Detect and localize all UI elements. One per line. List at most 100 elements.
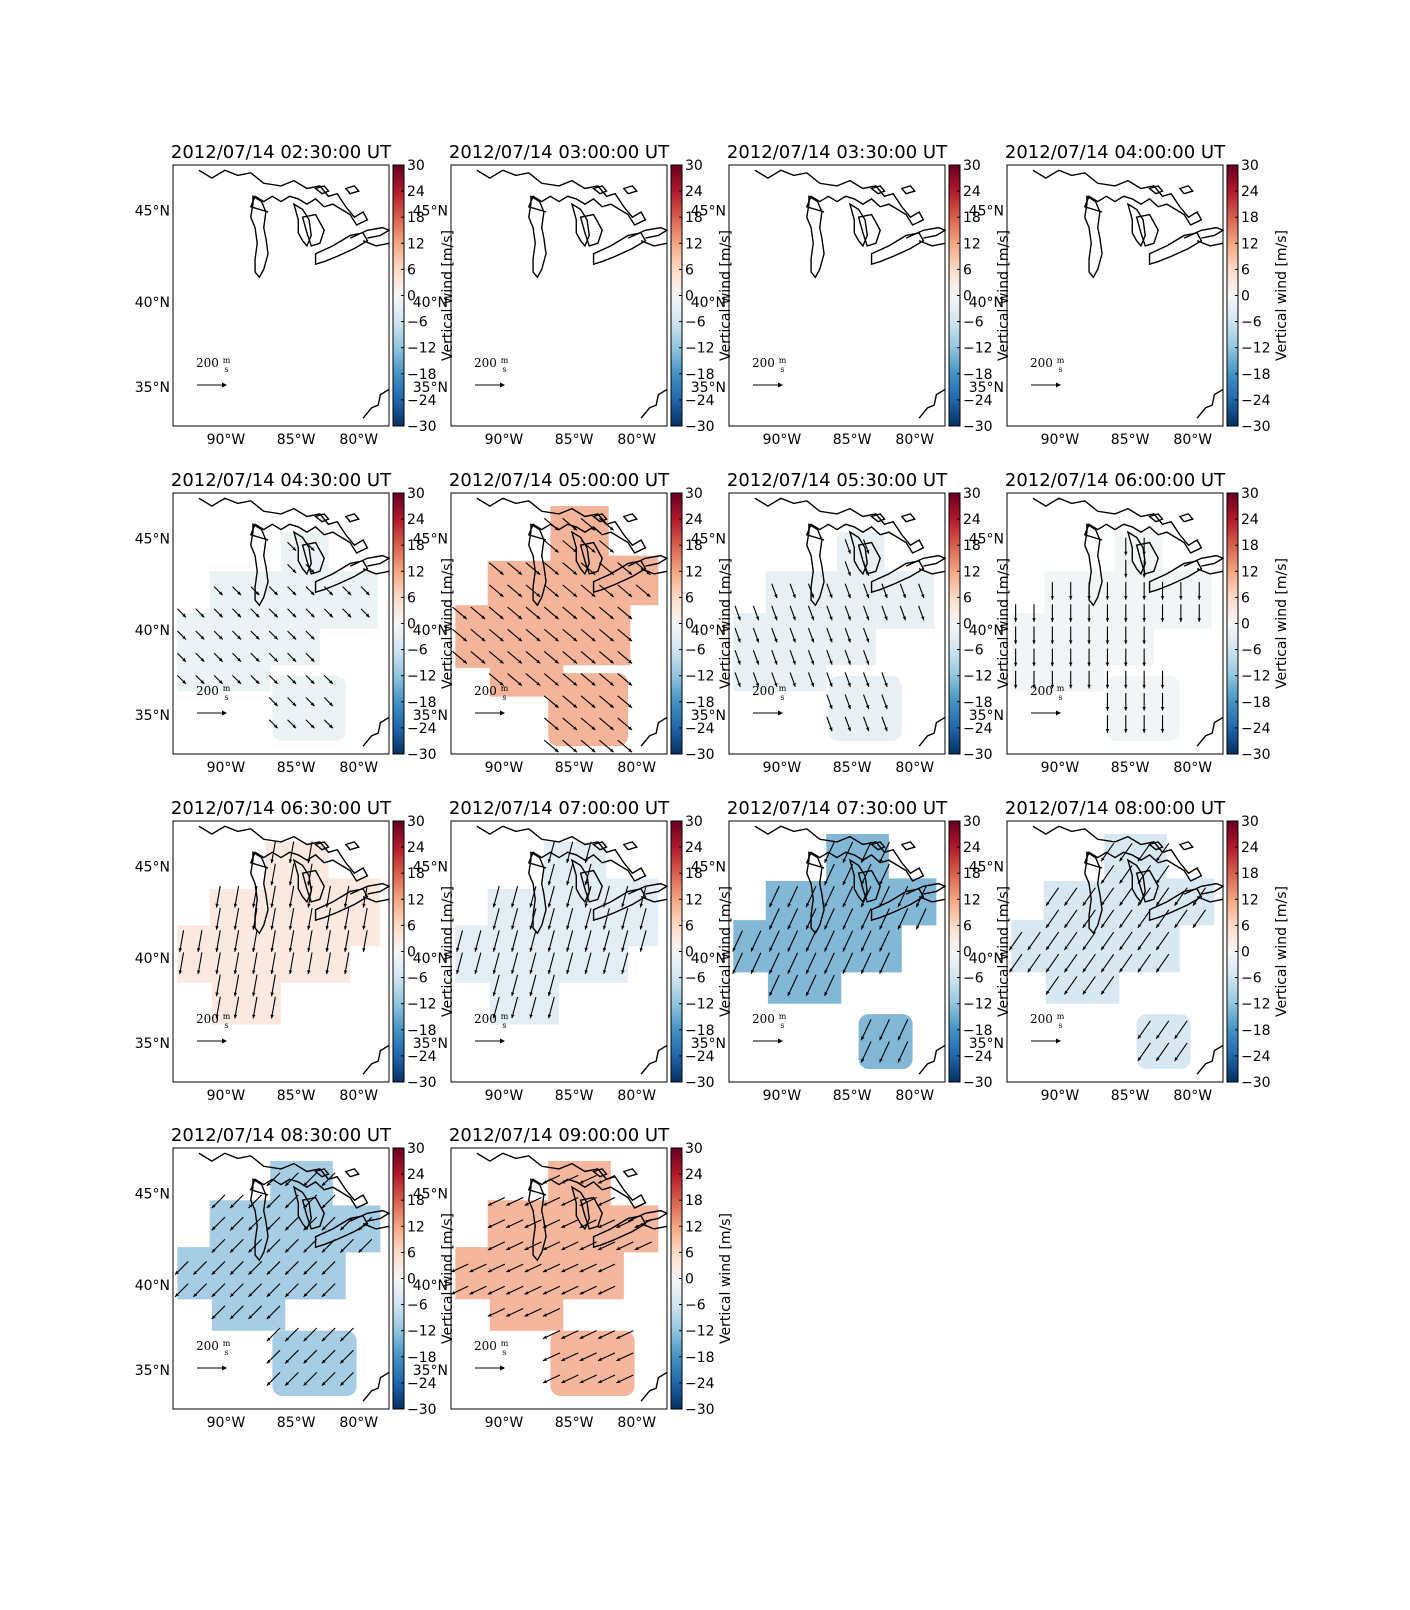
wind-vector — [824, 863, 835, 886]
colorbar-tick-label: −18 — [685, 1023, 715, 1039]
lat-tick-label: 40°N — [969, 295, 1004, 311]
wind-vector — [326, 952, 331, 975]
wind-vector-head — [506, 1224, 511, 1228]
colorbar-tick-label: 18 — [407, 210, 425, 226]
wind-vector-head — [884, 727, 888, 732]
wind-vector-head — [879, 858, 883, 863]
wind-vector-head — [865, 616, 870, 621]
wind-vector — [897, 908, 909, 930]
wind-vector-head — [536, 637, 541, 642]
map-panel: 2012/07/14 04:30:00 UT 90°W 85°W 80°W 45°N 40… — [135, 470, 456, 776]
wind-vector-head — [492, 947, 497, 952]
wind-vector-head — [292, 635, 297, 640]
coastline-path — [363, 241, 389, 246]
coastline-path — [294, 532, 311, 574]
wind-vector-head — [609, 526, 614, 531]
coastline-path — [859, 543, 881, 574]
wind-vector — [897, 885, 909, 908]
coastline-path — [363, 717, 389, 746]
wind-vector-head — [303, 1270, 308, 1275]
colorbar-tick-label: 12 — [407, 892, 425, 908]
wind-vector — [879, 863, 890, 886]
colorbar-tick-label: 0 — [1241, 289, 1250, 305]
map-panel: 2012/07/14 03:30:00 UT 90°W 85°W 80°W 45°N 40… — [691, 142, 1012, 448]
wind-vector-head — [829, 638, 833, 643]
wind-vector-head — [897, 903, 902, 908]
coastline-path — [594, 514, 607, 522]
wind-vector — [1174, 1042, 1188, 1062]
coastline-path — [294, 204, 311, 246]
coastline-path — [477, 1153, 645, 1208]
wind-vector-head — [178, 948, 183, 952]
wind-vector — [915, 885, 927, 908]
wind-vector-head — [499, 593, 504, 597]
colorbar-tick-label: −12 — [407, 669, 437, 685]
colorbar-tick-label: −18 — [407, 1023, 437, 1039]
wind-vector — [1045, 887, 1060, 907]
scale-arrow-head — [778, 1038, 783, 1044]
colorbar-tick-label: −30 — [685, 1402, 715, 1418]
wind-vector — [768, 930, 780, 952]
wind-vector-head — [591, 593, 596, 597]
wind-vector-head — [211, 1293, 216, 1297]
lon-tick-label: 80°W — [895, 1088, 934, 1104]
wind-vector-head — [806, 991, 810, 996]
scale-unit-num: m — [223, 356, 231, 365]
wind-vector-head — [529, 992, 533, 997]
colorbar-tick-label: −24 — [1241, 721, 1271, 737]
wind-coverage-south — [272, 1330, 357, 1396]
wind-vector-head — [879, 880, 883, 885]
wind-vector — [805, 952, 817, 974]
wind-vector — [1155, 1042, 1170, 1062]
wind-vector — [270, 907, 276, 930]
wind-vector-head — [1124, 640, 1128, 645]
wind-vector-head — [824, 925, 828, 930]
wind-coverage — [177, 532, 379, 692]
wind-vector-head — [598, 1291, 603, 1295]
wind-vector-head — [591, 659, 596, 664]
coastline-path — [346, 1169, 359, 1177]
wind-vector — [879, 930, 890, 952]
wind-vector-head — [737, 638, 741, 643]
colorbar-tick-label: 0 — [407, 617, 416, 633]
colorbar-tick-label: 0 — [685, 289, 694, 305]
colorbar-tick-label: 0 — [1241, 617, 1250, 633]
coastline-path — [346, 842, 359, 850]
colorbar-tick-label: −18 — [685, 695, 715, 711]
wind-vector — [860, 952, 872, 974]
panel-title: 2012/07/14 03:00:00 UT — [449, 142, 670, 163]
wind-vector-head — [824, 991, 828, 996]
wind-vector-head — [824, 969, 828, 974]
wind-vector-head — [529, 947, 533, 952]
wind-vector — [787, 952, 799, 974]
wind-vector-head — [1050, 684, 1055, 689]
colorbar-tick-label: −6 — [963, 971, 984, 987]
wind-vector-head — [774, 594, 778, 599]
panel-frame — [728, 164, 946, 427]
colorbar-tick-label: 12 — [407, 236, 425, 252]
colorbar-tick-label: 30 — [1241, 158, 1259, 174]
wind-vector-head — [1013, 640, 1018, 645]
wind-vector-head — [542, 1246, 547, 1250]
wind-coverage-south — [1136, 1014, 1191, 1069]
scale-unit-den: s — [502, 365, 506, 374]
wind-vector-head — [609, 593, 614, 597]
coastline-path — [350, 228, 389, 238]
wind-vector — [768, 952, 780, 974]
scale-arrow-head — [500, 382, 505, 388]
colorbar-tick-label: 0 — [407, 945, 416, 961]
coastline-path — [594, 186, 607, 194]
colorbar-tick-label: 6 — [685, 1245, 694, 1261]
coastline-path — [1150, 842, 1163, 850]
wind-vector-head — [178, 970, 183, 975]
coastline-path — [1184, 556, 1223, 566]
lat-tick-label: 35°N — [413, 1363, 448, 1379]
coastline-path — [1197, 389, 1223, 418]
wind-vector-head — [329, 702, 333, 707]
wind-vector-head — [511, 969, 515, 974]
coastline-path — [251, 1179, 268, 1260]
coastline-path — [594, 233, 646, 264]
coastline-path — [594, 1169, 607, 1177]
colorbar-tick-label: 6 — [407, 1245, 416, 1261]
wind-vector-head — [1032, 684, 1036, 689]
